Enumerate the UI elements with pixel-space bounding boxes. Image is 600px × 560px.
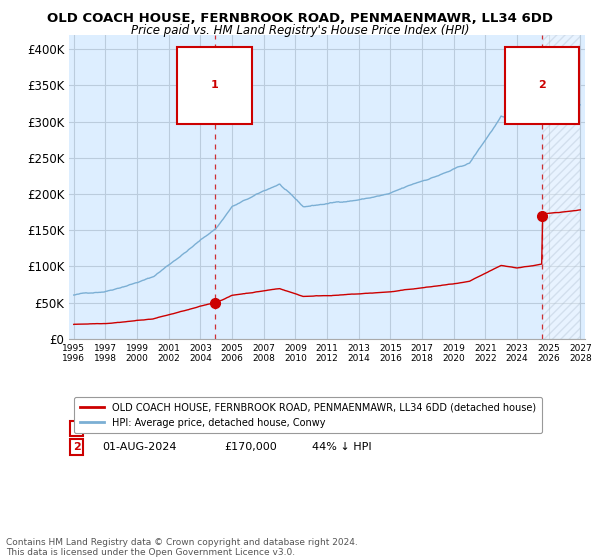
Text: 2: 2: [73, 442, 80, 452]
Text: 01-AUG-2024: 01-AUG-2024: [103, 442, 177, 452]
Text: 1: 1: [73, 423, 80, 433]
Text: 66% ↓ HPI: 66% ↓ HPI: [311, 423, 371, 433]
Text: Contains HM Land Registry data © Crown copyright and database right 2024.
This d: Contains HM Land Registry data © Crown c…: [6, 538, 358, 557]
Text: 44% ↓ HPI: 44% ↓ HPI: [311, 442, 371, 452]
Text: 21-NOV-2003: 21-NOV-2003: [103, 423, 176, 433]
Text: 2: 2: [538, 81, 546, 90]
Legend: OLD COACH HOUSE, FERNBROOK ROAD, PENMAENMAWR, LL34 6DD (detached house), HPI: Av: OLD COACH HOUSE, FERNBROOK ROAD, PENMAEN…: [74, 397, 542, 433]
Text: Price paid vs. HM Land Registry's House Price Index (HPI): Price paid vs. HM Land Registry's House …: [131, 24, 469, 37]
Text: £50,000: £50,000: [224, 423, 269, 433]
Text: 1: 1: [211, 81, 218, 90]
Text: £170,000: £170,000: [224, 442, 277, 452]
Text: OLD COACH HOUSE, FERNBROOK ROAD, PENMAENMAWR, LL34 6DD: OLD COACH HOUSE, FERNBROOK ROAD, PENMAEN…: [47, 12, 553, 25]
